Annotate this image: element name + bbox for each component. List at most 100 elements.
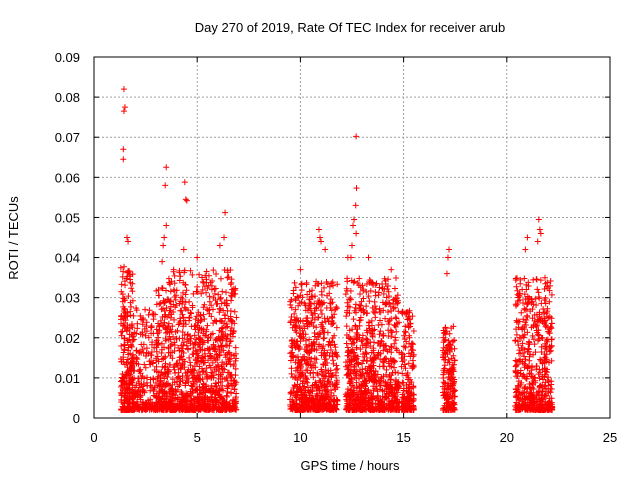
data-point [379, 387, 386, 394]
data-point [165, 367, 172, 374]
data-point [294, 391, 301, 398]
data-point [346, 310, 353, 317]
x-tick-label: 10 [293, 430, 307, 445]
data-point [443, 367, 450, 374]
data-point [533, 389, 540, 396]
data-point [381, 356, 388, 363]
data-point [171, 406, 178, 413]
data-point [212, 285, 219, 292]
data-point [126, 331, 133, 338]
data-point [187, 309, 194, 316]
data-point [217, 275, 224, 282]
data-point [161, 307, 168, 314]
data-point [226, 338, 233, 345]
data-point [444, 254, 451, 261]
data-point [363, 281, 370, 288]
data-point [233, 314, 240, 321]
data-point [120, 108, 127, 115]
data-point [288, 314, 295, 321]
data-point [369, 396, 376, 403]
data-point [170, 406, 177, 413]
data-point [398, 363, 405, 370]
data-point [231, 386, 238, 393]
data-point [179, 311, 186, 318]
data-point [365, 363, 372, 370]
data-point [219, 318, 226, 325]
data-point [297, 266, 304, 273]
data-point [199, 278, 206, 285]
data-point [231, 291, 238, 298]
data-point [210, 341, 217, 348]
data-point [548, 291, 555, 298]
data-point [118, 399, 125, 406]
data-point [186, 354, 193, 361]
data-point [318, 291, 325, 298]
data-point [211, 286, 218, 293]
data-point [161, 319, 168, 326]
data-point [529, 397, 536, 404]
data-point [391, 386, 398, 393]
data-point [350, 222, 357, 229]
data-point [304, 307, 311, 314]
data-point [193, 405, 200, 412]
data-point [451, 337, 458, 344]
data-point [521, 353, 528, 360]
data-point [531, 311, 538, 318]
data-point [391, 394, 398, 401]
data-point [215, 291, 222, 298]
data-point [226, 349, 233, 356]
data-point [233, 390, 240, 397]
data-point [217, 306, 224, 313]
data-point [443, 343, 450, 350]
data-point [318, 311, 325, 318]
data-point [215, 343, 222, 350]
data-point [123, 327, 130, 334]
data-point [325, 341, 332, 348]
data-point [232, 365, 239, 372]
data-point [136, 348, 143, 355]
data-point [537, 277, 544, 284]
data-point [194, 398, 201, 405]
data-point [544, 279, 551, 286]
data-point [145, 350, 152, 357]
data-point [393, 345, 400, 352]
data-point [392, 314, 399, 321]
data-point [130, 367, 137, 374]
data-point [376, 331, 383, 338]
data-point [310, 338, 317, 345]
data-point [202, 400, 209, 407]
data-point [360, 287, 367, 294]
data-point [324, 329, 331, 336]
data-point [170, 395, 177, 402]
data-point [307, 348, 314, 355]
data-point [133, 403, 140, 410]
data-point [548, 336, 555, 343]
data-point [350, 335, 357, 342]
data-point [201, 332, 208, 339]
data-point [118, 320, 125, 327]
data-point [525, 348, 532, 355]
data-point [318, 366, 325, 373]
data-point [162, 337, 169, 344]
data-point [228, 279, 235, 286]
data-point [545, 328, 552, 335]
data-point [216, 242, 223, 249]
data-point [344, 299, 351, 306]
data-point [210, 387, 217, 394]
data-point [223, 335, 230, 342]
data-point [208, 373, 215, 380]
data-point [333, 305, 340, 312]
data-point [361, 308, 368, 315]
data-point [394, 382, 401, 389]
data-point [194, 289, 201, 296]
data-point [178, 342, 185, 349]
y-tick-label: 0.05 [55, 210, 80, 225]
data-point [137, 331, 144, 338]
data-point [379, 393, 386, 400]
data-point [380, 290, 387, 297]
data-point [117, 264, 124, 271]
data-point [199, 354, 206, 361]
data-point [399, 370, 406, 377]
data-point [310, 369, 317, 376]
